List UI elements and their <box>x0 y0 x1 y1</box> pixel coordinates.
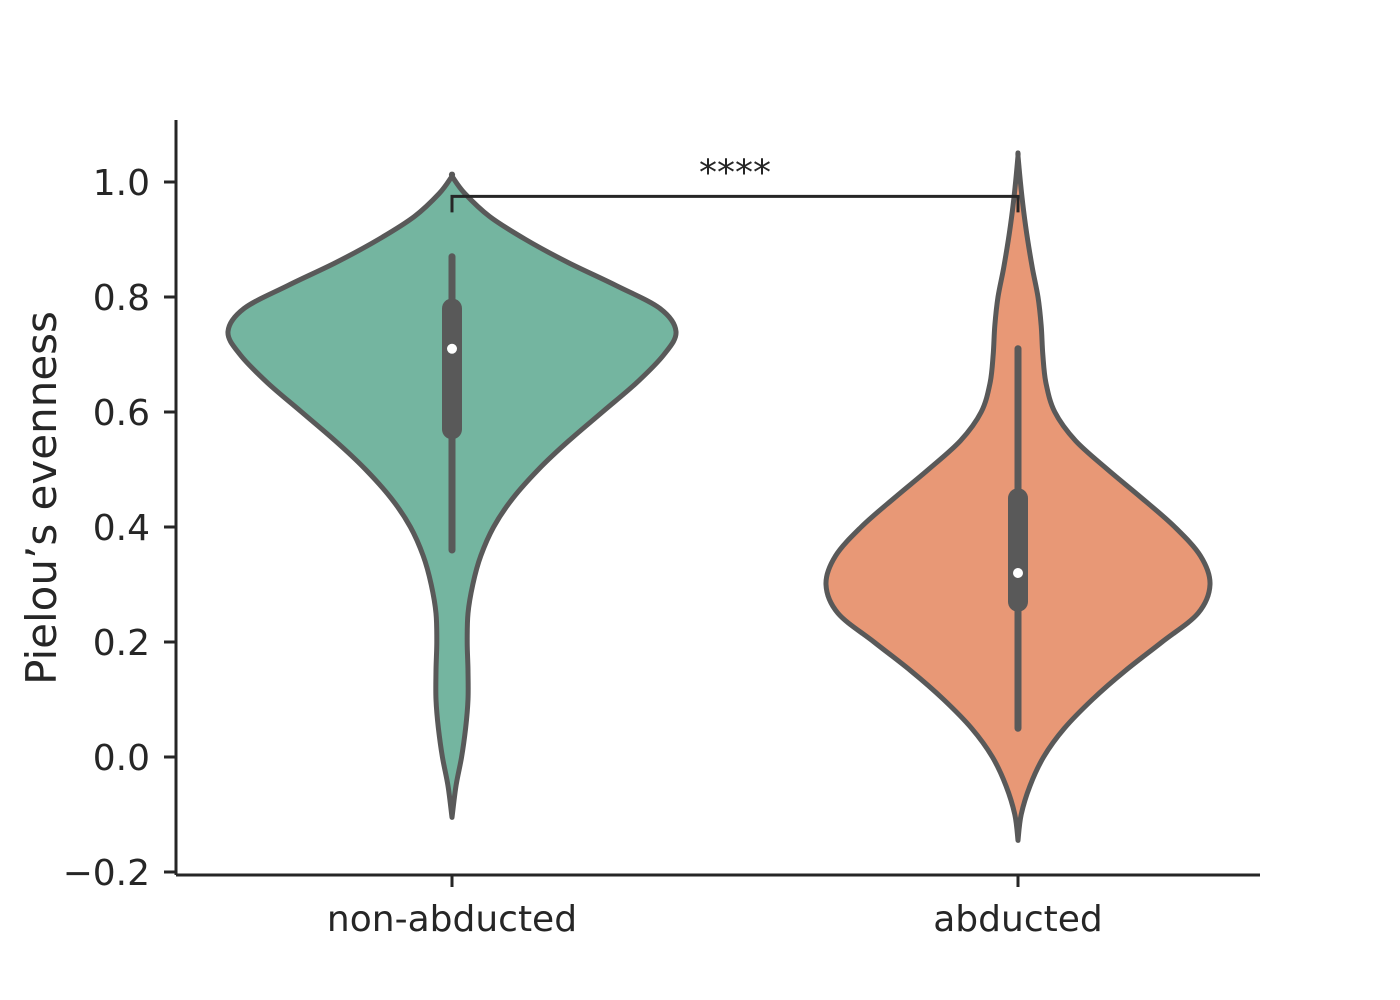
y-tick-label: 0.2 <box>93 623 150 664</box>
y-tick-label: 0.4 <box>93 508 150 549</box>
box-summary-layer <box>442 253 1028 732</box>
violins-layer <box>225 150 1213 843</box>
x-ticks: non-abducted abducted <box>327 875 1103 940</box>
median-dot-abducted <box>1013 568 1023 578</box>
median-dot-non-abducted <box>447 343 457 354</box>
significance-bracket-line <box>450 194 1020 213</box>
y-tick-label: −0.2 <box>63 853 150 894</box>
y-tick-label: 0.6 <box>93 393 150 434</box>
y-tick-label: 0.8 <box>93 278 150 319</box>
x-tick-label-non-abducted: non-abducted <box>327 899 577 940</box>
y-tick-label: 1.0 <box>93 163 150 204</box>
y-tick-label: 0.0 <box>93 738 150 779</box>
y-axis-label: Pielou’s evenness <box>17 311 66 685</box>
x-tick-label-abducted: abducted <box>933 899 1103 940</box>
y-ticks: −0.2 0.0 0.2 0.4 0.6 0.8 1.0 <box>63 163 176 894</box>
significance-label: **** <box>699 152 771 193</box>
axes <box>174 120 1260 877</box>
significance-bracket: **** <box>450 152 1020 213</box>
